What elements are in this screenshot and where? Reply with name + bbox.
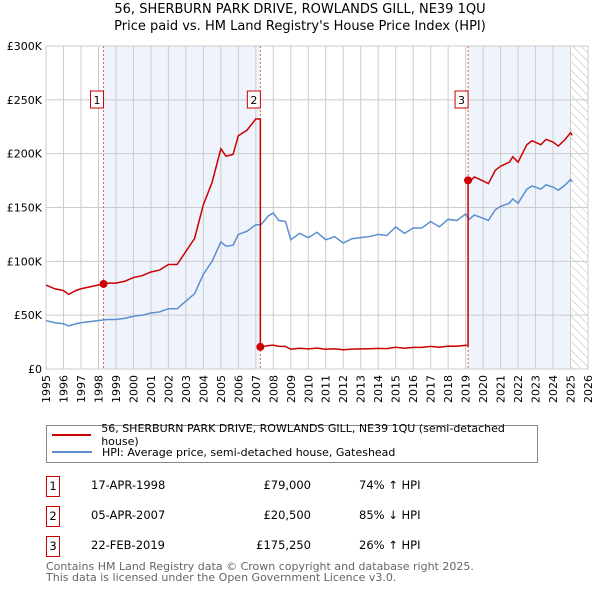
x-tick-label: 1995 xyxy=(40,375,53,403)
property-line xyxy=(45,118,573,351)
hpi-line xyxy=(45,178,573,327)
sale-point xyxy=(99,279,108,288)
footer-line-1: Contains HM Land Registry data © Crown c… xyxy=(46,560,474,573)
x-tick-label: 2010 xyxy=(302,375,315,403)
sale-date: 05-APR-2007 xyxy=(91,508,166,522)
legend-swatch-property xyxy=(52,434,92,436)
x-tick-label: 2008 xyxy=(267,375,280,403)
x-tick-label: 2022 xyxy=(512,375,525,403)
sale-price: £79,000 xyxy=(263,478,311,492)
sale-hpi: 26% ↑ HPI xyxy=(359,538,421,552)
x-tick-label: 2004 xyxy=(197,375,210,403)
x-tick-label: 2012 xyxy=(337,375,350,403)
y-tick-label: £150K xyxy=(7,202,43,215)
sale-date: 22-FEB-2019 xyxy=(91,538,165,552)
x-tick-label: 2020 xyxy=(477,375,490,403)
x-tick-label: 2011 xyxy=(320,375,333,403)
plot-area: 1995 1996 1997 1998 1999 2000 2001 2002 2003 2004… xyxy=(7,40,595,403)
x-tick-label: 2000 xyxy=(127,375,140,403)
sale-price: £175,250 xyxy=(256,538,311,552)
x-tick-label: 2016 xyxy=(407,375,420,403)
x-tick-label: 2014 xyxy=(372,375,385,403)
x-tick-label: 1998 xyxy=(92,375,105,403)
x-tick-label: 2001 xyxy=(145,375,158,403)
x-tick-label: 2002 xyxy=(162,375,175,403)
x-tick-label: 1997 xyxy=(75,375,88,403)
x-tick-label: 2026 xyxy=(582,375,595,403)
plot-border xyxy=(45,45,589,370)
x-tick-label: 1999 xyxy=(110,375,123,403)
x-tick-label: 2005 xyxy=(215,375,228,403)
sale-point xyxy=(464,176,473,185)
y-tick-label: £0 xyxy=(28,363,42,376)
y-tick-label: £200K xyxy=(7,148,43,161)
legend-swatch-hpi xyxy=(52,451,92,453)
x-tick-label: 2013 xyxy=(355,375,368,403)
sale-date: 17-APR-1998 xyxy=(91,478,166,492)
x-tick-label: 2023 xyxy=(530,375,543,403)
x-tick-label: 2006 xyxy=(232,375,245,403)
x-tick-label: 2017 xyxy=(425,375,438,403)
sale-hpi: 74% ↑ HPI xyxy=(359,478,421,492)
x-tick-label: 2015 xyxy=(390,375,403,403)
sale-hpi: 85% ↓ HPI xyxy=(359,508,421,522)
sale-marker-box xyxy=(90,90,105,109)
x-tick-label: 1996 xyxy=(57,375,70,403)
footer-line-2: This data is licensed under the Open Gov… xyxy=(46,571,397,584)
y-tick-label: £250K xyxy=(7,94,43,107)
legend: 56, SHERBURN PARK DRIVE, ROWLANDS GILL, … xyxy=(46,422,538,463)
y-tick-label: £50K xyxy=(14,309,43,322)
sale-marker-box xyxy=(454,90,469,109)
footer: Contains HM Land Registry data © Crown c… xyxy=(46,561,474,583)
sale-marker-label: 3 xyxy=(46,536,60,557)
x-tick-label: 2009 xyxy=(285,375,298,403)
y-tick-label: £100K xyxy=(7,255,43,268)
x-tick-label: 2019 xyxy=(460,375,473,403)
sale-marker-box xyxy=(246,90,261,109)
sale-point xyxy=(256,342,265,351)
sale-marker-label: 2 xyxy=(46,506,60,527)
y-tick-label: £300K xyxy=(7,40,43,53)
x-tick-label: 2007 xyxy=(250,375,263,403)
sale-price: £20,500 xyxy=(263,508,311,522)
chart-subtitle: Price paid vs. HM Land Registry's House … xyxy=(114,19,486,34)
x-tick-label: 2003 xyxy=(180,375,193,403)
x-tick-label: 2018 xyxy=(442,375,455,403)
sale-marker-label: 1 xyxy=(94,94,101,107)
sale-marker-label: 3 xyxy=(458,94,465,107)
x-tick-label: 2024 xyxy=(547,375,560,403)
legend-hpi: HPI: Average price, semi-detached house,… xyxy=(102,445,396,459)
x-tick-label: 2025 xyxy=(565,375,578,403)
sale-marker-label: 1 xyxy=(46,476,60,497)
chart-title: 56, SHERBURN PARK DRIVE, ROWLANDS GILL, … xyxy=(114,2,486,17)
x-tick-label: 2021 xyxy=(495,375,508,403)
legend-property: 56, SHERBURN PARK DRIVE, ROWLANDS GILL, … xyxy=(101,422,505,448)
sale-marker-label: 2 xyxy=(250,94,257,107)
